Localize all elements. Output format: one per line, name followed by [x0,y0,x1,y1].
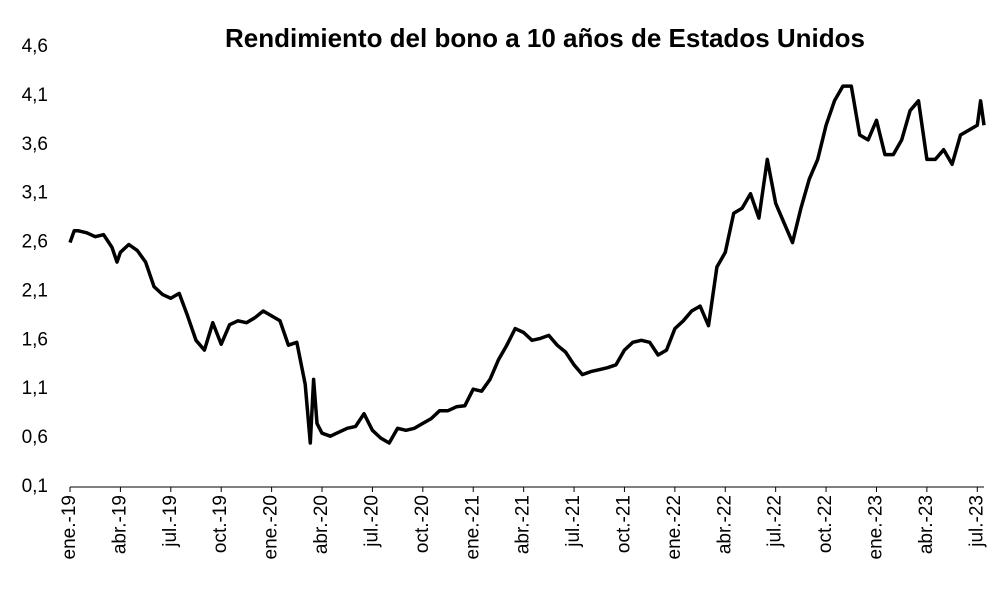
y-tick-label: 1,6 [22,329,48,350]
x-tick-label: jul.-23 [966,495,987,548]
x-tick-label: abr.-20 [311,495,332,554]
y-tick-label: 4,6 [22,36,48,57]
chart-title: Rendimiento del bono a 10 años de Estado… [225,23,865,53]
y-tick-label: 2,6 [22,232,48,253]
x-tick-label: abr.-21 [513,495,534,554]
x-tick-label: oct.-22 [815,495,836,553]
x-tick-label: oct.-20 [412,495,433,553]
y-tick-label: 1,1 [22,378,48,399]
x-tick-label: ene.-20 [261,495,282,559]
x-tick-label: jul.-19 [160,495,181,548]
y-tick-label: 4,1 [22,85,48,106]
x-tick-label: ene.-23 [865,495,886,559]
y-tick-label: 2,1 [22,280,48,301]
x-tick-label: oct.-21 [613,495,634,553]
y-tick-label: 3,6 [22,134,48,155]
y-tick-label: 3,1 [22,183,48,204]
x-tick-label: jul.-22 [765,495,786,548]
x-tick-label: abr.-19 [109,495,130,554]
x-tick-label: ene.-21 [462,495,483,559]
x-tick-label: abr.-23 [916,495,937,554]
x-tick-label: jul.-21 [563,495,584,548]
line [68,84,986,445]
x-tick-label: ene.-22 [664,495,685,559]
x-tick-label: oct.-19 [210,495,231,553]
x-tick-label: abr.-22 [714,495,735,554]
x-tick-label: ene.-19 [59,495,80,559]
y-tick-label: 0,1 [22,476,48,497]
y-tick-label: 0,6 [22,427,48,448]
x-tick-label: jul.-20 [361,495,382,548]
